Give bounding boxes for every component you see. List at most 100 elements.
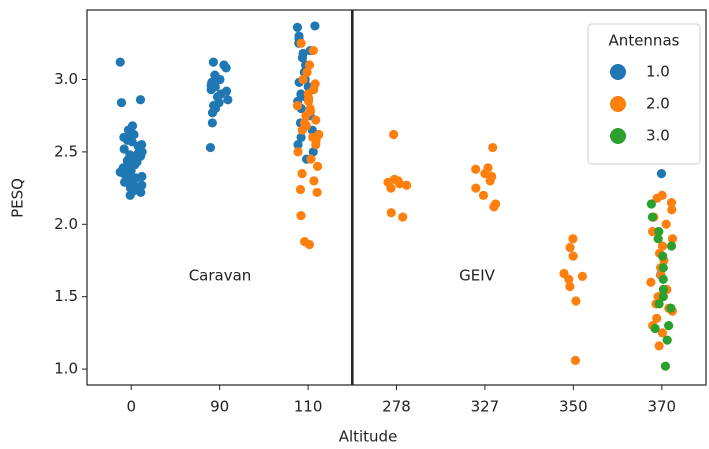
- point: [297, 169, 307, 179]
- point: [568, 251, 578, 261]
- point: [402, 180, 412, 190]
- point: [388, 129, 399, 140]
- point: [116, 98, 127, 108]
- point: [306, 154, 316, 164]
- point: [485, 176, 495, 186]
- point: [654, 299, 664, 309]
- y-tick-label: 2.0: [54, 215, 78, 233]
- point: [293, 147, 303, 157]
- point: [565, 281, 575, 292]
- point: [478, 190, 489, 200]
- point: [658, 251, 668, 261]
- point: [650, 323, 660, 334]
- point: [295, 184, 306, 195]
- point: [297, 125, 307, 135]
- point: [657, 241, 668, 251]
- point: [658, 274, 668, 284]
- point: [119, 144, 129, 154]
- legend-marker: [610, 64, 626, 80]
- point: [136, 187, 146, 198]
- point: [666, 197, 677, 208]
- point: [135, 95, 146, 105]
- point: [564, 274, 574, 284]
- point: [652, 193, 662, 203]
- y-tick-label: 3.0: [54, 70, 78, 88]
- point: [667, 234, 678, 244]
- point: [666, 241, 677, 251]
- point: [398, 212, 408, 222]
- point: [565, 242, 575, 253]
- point: [302, 67, 312, 77]
- point: [298, 74, 308, 85]
- point: [125, 190, 135, 200]
- plot-frame: [86, 9, 707, 386]
- annotation: GEIV: [459, 267, 496, 285]
- point: [129, 129, 139, 140]
- point: [667, 205, 677, 215]
- point: [654, 226, 664, 237]
- point: [646, 277, 656, 287]
- annotation: Caravan: [189, 267, 252, 285]
- point: [311, 140, 321, 150]
- point: [207, 108, 218, 118]
- legend-label: 2.0: [646, 95, 670, 113]
- point: [115, 57, 125, 67]
- point: [313, 161, 323, 171]
- point: [656, 169, 667, 179]
- point: [661, 219, 671, 229]
- point: [488, 142, 498, 153]
- x-tick-label: 90: [210, 398, 229, 416]
- legend-marker: [610, 128, 626, 144]
- point: [394, 179, 405, 189]
- y-tick-label: 1.0: [54, 360, 78, 378]
- point: [301, 111, 311, 121]
- point: [657, 328, 668, 338]
- point: [658, 284, 669, 295]
- point: [653, 234, 663, 244]
- legend-label: 3.0: [646, 127, 670, 145]
- point: [304, 239, 315, 250]
- point: [296, 210, 306, 221]
- point: [664, 321, 674, 331]
- point: [215, 74, 225, 85]
- point: [471, 164, 481, 174]
- point: [208, 57, 218, 67]
- point: [310, 21, 320, 31]
- point: [308, 45, 318, 56]
- point: [298, 48, 308, 59]
- point: [386, 183, 396, 193]
- point: [312, 187, 322, 198]
- x-axis-label: Altitude: [339, 428, 398, 446]
- point: [120, 177, 130, 187]
- legend-marker: [610, 96, 626, 112]
- point: [309, 176, 319, 186]
- point: [662, 335, 672, 345]
- point: [296, 38, 306, 48]
- point: [660, 361, 671, 371]
- point: [386, 208, 396, 218]
- point: [303, 96, 314, 106]
- point: [652, 313, 662, 323]
- point: [221, 63, 231, 73]
- point: [304, 60, 315, 70]
- legend-label: 1.0: [646, 63, 670, 81]
- point: [570, 355, 581, 365]
- point: [654, 341, 664, 351]
- x-tick-label: 0: [126, 398, 136, 416]
- point: [223, 95, 233, 105]
- point: [658, 292, 668, 302]
- point: [647, 212, 658, 222]
- point: [292, 22, 303, 32]
- x-tick-label: 327: [471, 398, 500, 416]
- point: [471, 183, 481, 193]
- point: [571, 296, 581, 306]
- y-tick-label: 1.5: [54, 287, 78, 305]
- point: [296, 132, 306, 143]
- point: [293, 140, 303, 150]
- point: [207, 118, 217, 128]
- y-axis-label: PESQ: [9, 178, 27, 218]
- x-tick-label: 350: [559, 398, 588, 416]
- point: [568, 234, 578, 244]
- x-tick-label: 110: [294, 398, 323, 416]
